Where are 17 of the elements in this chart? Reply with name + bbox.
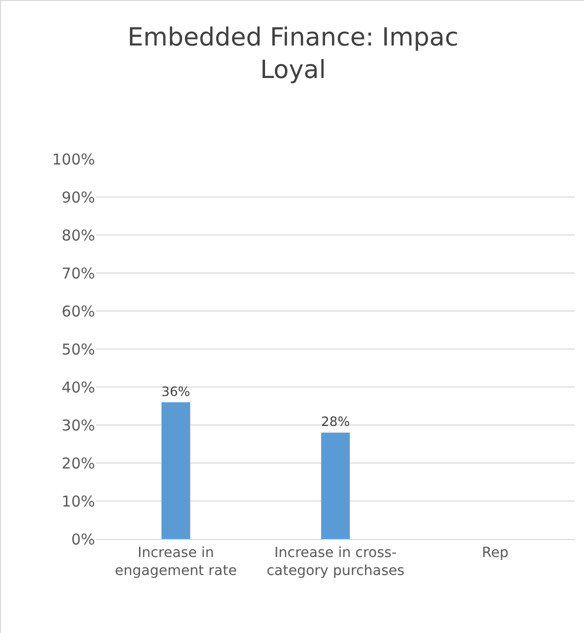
y-tick-label: 100% [52,150,95,168]
chart-title: Embedded Finance: Impac Loyal [127,22,459,84]
x-tick-label: Rep [482,544,509,561]
y-tick-label: 40% [62,378,95,396]
y-tick-label: 30% [62,416,95,434]
data-label: 36% [161,384,190,400]
y-tick-label: 0% [71,530,95,548]
x-tick-label: Increase in cross-category purchases [266,544,404,579]
y-tick-label: 90% [62,188,95,206]
y-tick-label: 20% [62,454,95,472]
y-tick-label: 80% [62,226,95,244]
y-tick-label: 50% [62,340,95,358]
y-tick-label: 70% [62,264,95,282]
data-label: 28% [321,415,350,430]
y-tick-label: 10% [62,492,95,510]
y-tick-label: 60% [62,302,95,320]
x-tick-label: Increase in engagement rate [114,544,237,579]
